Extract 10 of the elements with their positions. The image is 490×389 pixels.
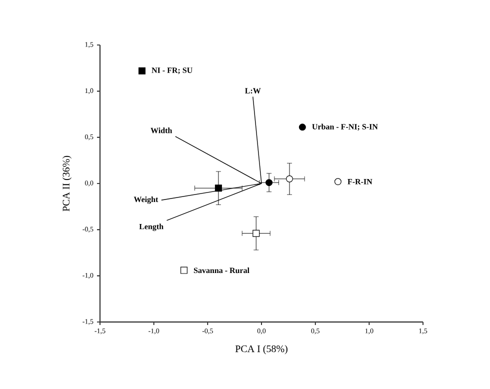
y-axis-title: PCA II (36%) xyxy=(62,156,72,212)
series-label: L:W xyxy=(245,88,261,94)
legend-label: F-R-IN xyxy=(348,179,372,184)
series-label: Weight xyxy=(134,196,158,204)
x-axis-title: PCA I (58%) xyxy=(235,345,288,354)
legend-label: Urban - F-NI; S-IN xyxy=(312,124,378,131)
legend-label: NI - FR; SU xyxy=(152,68,192,74)
series-label: Width xyxy=(150,128,172,134)
legend-label: Savanna - Rural xyxy=(194,267,250,274)
series-label: Length xyxy=(139,224,164,231)
